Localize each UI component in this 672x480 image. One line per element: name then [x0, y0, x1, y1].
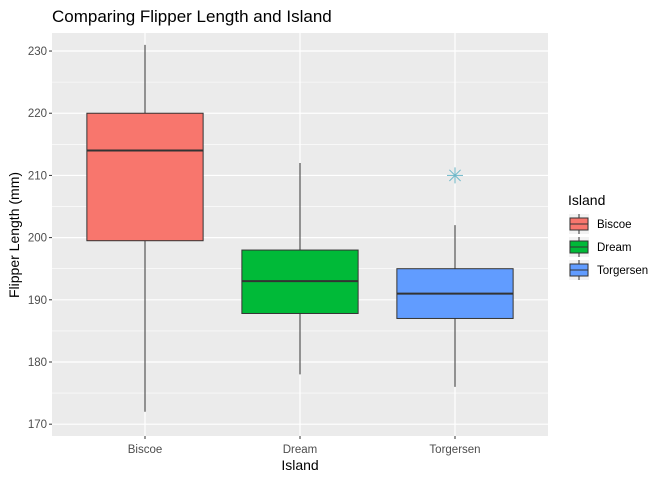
y-axis-title: Flipper Length (mm)	[6, 172, 22, 298]
y-tick-label: 190	[28, 295, 47, 307]
y-tick-label: 220	[28, 108, 47, 120]
box-torgersen	[396, 167, 514, 387]
legend-item-torgersen: Torgersen	[569, 260, 648, 280]
y-axis: 170 180 190 200 210 220 230	[28, 46, 52, 431]
y-tick-label: 200	[28, 233, 47, 245]
legend-label: Torgersen	[597, 265, 648, 277]
box-dream	[241, 162, 359, 375]
legend-item-dream: Dream	[569, 237, 632, 257]
legend-title: Island	[568, 192, 605, 208]
box-biscoe	[86, 44, 204, 412]
y-tick-label: 230	[28, 46, 47, 58]
box-body	[86, 112, 204, 242]
legend-label: Dream	[597, 242, 632, 254]
y-tick-label: 210	[28, 170, 47, 182]
boxes	[86, 44, 514, 412]
legend-items: Biscoe Dream Torgersen	[569, 214, 648, 280]
chart-title: Comparing Flipper Length and Island	[52, 7, 332, 26]
x-axis-title: Island	[281, 457, 318, 473]
legend: Island Biscoe Dream Torgersen	[568, 192, 648, 280]
y-tick-label: 180	[28, 357, 47, 369]
x-axis: Biscoe Dream Torgersen	[128, 436, 481, 456]
legend-item-biscoe: Biscoe	[569, 214, 632, 234]
legend-label: Biscoe	[597, 219, 632, 231]
y-tick-label: 170	[28, 419, 47, 431]
x-tick-label-biscoe: Biscoe	[128, 444, 163, 456]
outlier-point	[447, 167, 463, 184]
x-tick-label-dream: Dream	[283, 444, 318, 456]
x-tick-label-torgersen: Torgersen	[429, 444, 480, 456]
